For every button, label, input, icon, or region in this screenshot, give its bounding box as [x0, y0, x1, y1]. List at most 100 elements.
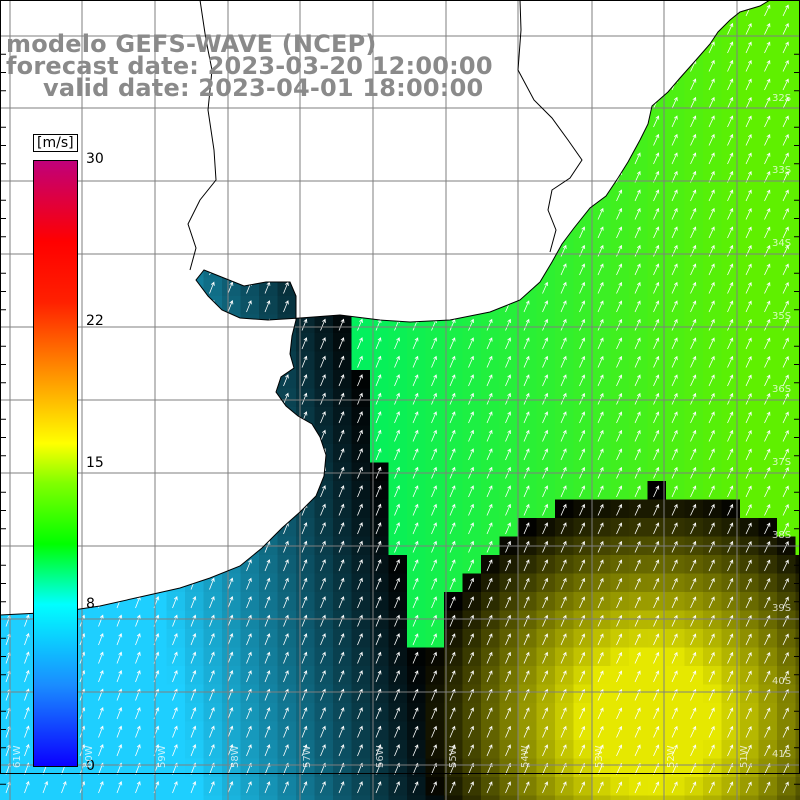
wind-arrow	[320, 633, 326, 646]
wind-arrow	[708, 633, 715, 646]
wind-arrow	[764, 207, 771, 220]
wind-cell	[555, 462, 575, 482]
wind-cell	[481, 721, 501, 741]
wind-cell	[573, 370, 593, 390]
wind-arrow	[782, 318, 789, 331]
wind-arrow	[597, 244, 604, 257]
wind-cell	[592, 647, 612, 667]
wind-arrow	[523, 355, 530, 368]
wind-arrow	[634, 41, 641, 54]
wind-cell	[92, 333, 112, 353]
wind-arrow	[135, 281, 141, 294]
wind-arrow	[24, 96, 30, 109]
wind-arrow	[24, 114, 30, 128]
wind-arrow	[172, 707, 178, 720]
wind-cell	[185, 296, 205, 316]
wind-cell	[296, 573, 316, 593]
wind-cell	[296, 462, 316, 482]
wind-arrow	[431, 540, 437, 553]
wind-arrow	[597, 670, 604, 683]
wind-arrow	[375, 374, 382, 387]
wind-arrow	[394, 503, 400, 516]
wind-arrow	[671, 318, 678, 331]
wind-arrow	[634, 4, 641, 17]
wind-arrow	[264, 152, 271, 165]
wind-cell	[129, 407, 149, 427]
wind-cell	[462, 203, 482, 223]
wind-arrow	[283, 133, 289, 146]
wind-cell	[647, 388, 667, 408]
wind-cell	[647, 462, 667, 482]
wind-arrow	[24, 410, 30, 424]
wind-cell	[259, 703, 279, 723]
wind-arrow	[375, 392, 382, 405]
wind-arrow	[708, 281, 715, 294]
wind-cell	[240, 666, 260, 686]
wind-cell	[721, 222, 741, 242]
wind-cell	[573, 55, 593, 75]
wind-arrow	[671, 744, 678, 757]
wind-cell	[240, 629, 260, 649]
wind-cell	[351, 0, 371, 20]
wind-arrow	[727, 300, 734, 313]
wind-cell	[795, 684, 800, 704]
wind-arrow	[597, 522, 604, 535]
wind-cell	[462, 481, 482, 501]
wind-cell	[148, 425, 168, 445]
wind-arrow	[727, 485, 734, 498]
wind-arrow	[190, 300, 197, 313]
wind-arrow	[24, 3, 30, 17]
wind-cell	[425, 481, 445, 501]
wind-cell	[647, 296, 667, 316]
wind-arrow	[357, 152, 363, 165]
wind-cell	[758, 481, 778, 501]
wind-cell	[481, 148, 501, 168]
wind-cell	[222, 444, 242, 464]
wind-cell	[721, 351, 741, 371]
wind-cell	[333, 259, 353, 279]
wind-arrow	[579, 651, 586, 664]
wind-cell	[203, 592, 223, 612]
wind-cell	[703, 444, 723, 464]
wind-arrow	[338, 226, 345, 239]
wind-arrow	[375, 300, 382, 313]
wind-arrow	[782, 374, 789, 387]
wind-cell	[777, 740, 797, 760]
wind-arrow	[357, 429, 363, 442]
wind-cell	[166, 795, 186, 800]
wind-cell	[592, 333, 612, 353]
wind-cell	[148, 296, 168, 316]
wind-arrow	[727, 725, 734, 738]
wind-cell	[795, 74, 800, 94]
wind-arrow	[597, 152, 604, 165]
wind-arrow	[449, 355, 456, 368]
wind-cell	[388, 758, 408, 778]
wind-arrow	[320, 522, 326, 535]
wind-cell	[111, 777, 131, 797]
wind-cell	[703, 499, 723, 519]
wind-cell	[573, 259, 593, 279]
wind-arrow	[301, 781, 308, 794]
wind-arrow	[486, 22, 493, 35]
wind-cell	[333, 684, 353, 704]
wind-arrow	[412, 670, 419, 683]
wind-cell	[518, 203, 538, 223]
wind-cell	[703, 222, 723, 242]
wind-arrow	[579, 633, 586, 646]
wind-cell	[148, 721, 168, 741]
wind-arrow	[745, 96, 752, 109]
wind-cell	[92, 610, 112, 630]
wind-cell	[259, 259, 279, 279]
wind-cell	[721, 314, 741, 334]
wind-cell	[721, 18, 741, 38]
wind-arrow	[579, 4, 586, 17]
wind-cell	[666, 333, 686, 353]
wind-cell	[388, 111, 408, 131]
wind-arrow	[394, 411, 400, 424]
wind-cell	[758, 351, 778, 371]
wind-arrow	[653, 115, 660, 128]
wind-arrow	[671, 522, 678, 535]
wind-cell	[555, 185, 575, 205]
wind-cell	[148, 166, 168, 186]
wind-arrow	[579, 133, 586, 146]
